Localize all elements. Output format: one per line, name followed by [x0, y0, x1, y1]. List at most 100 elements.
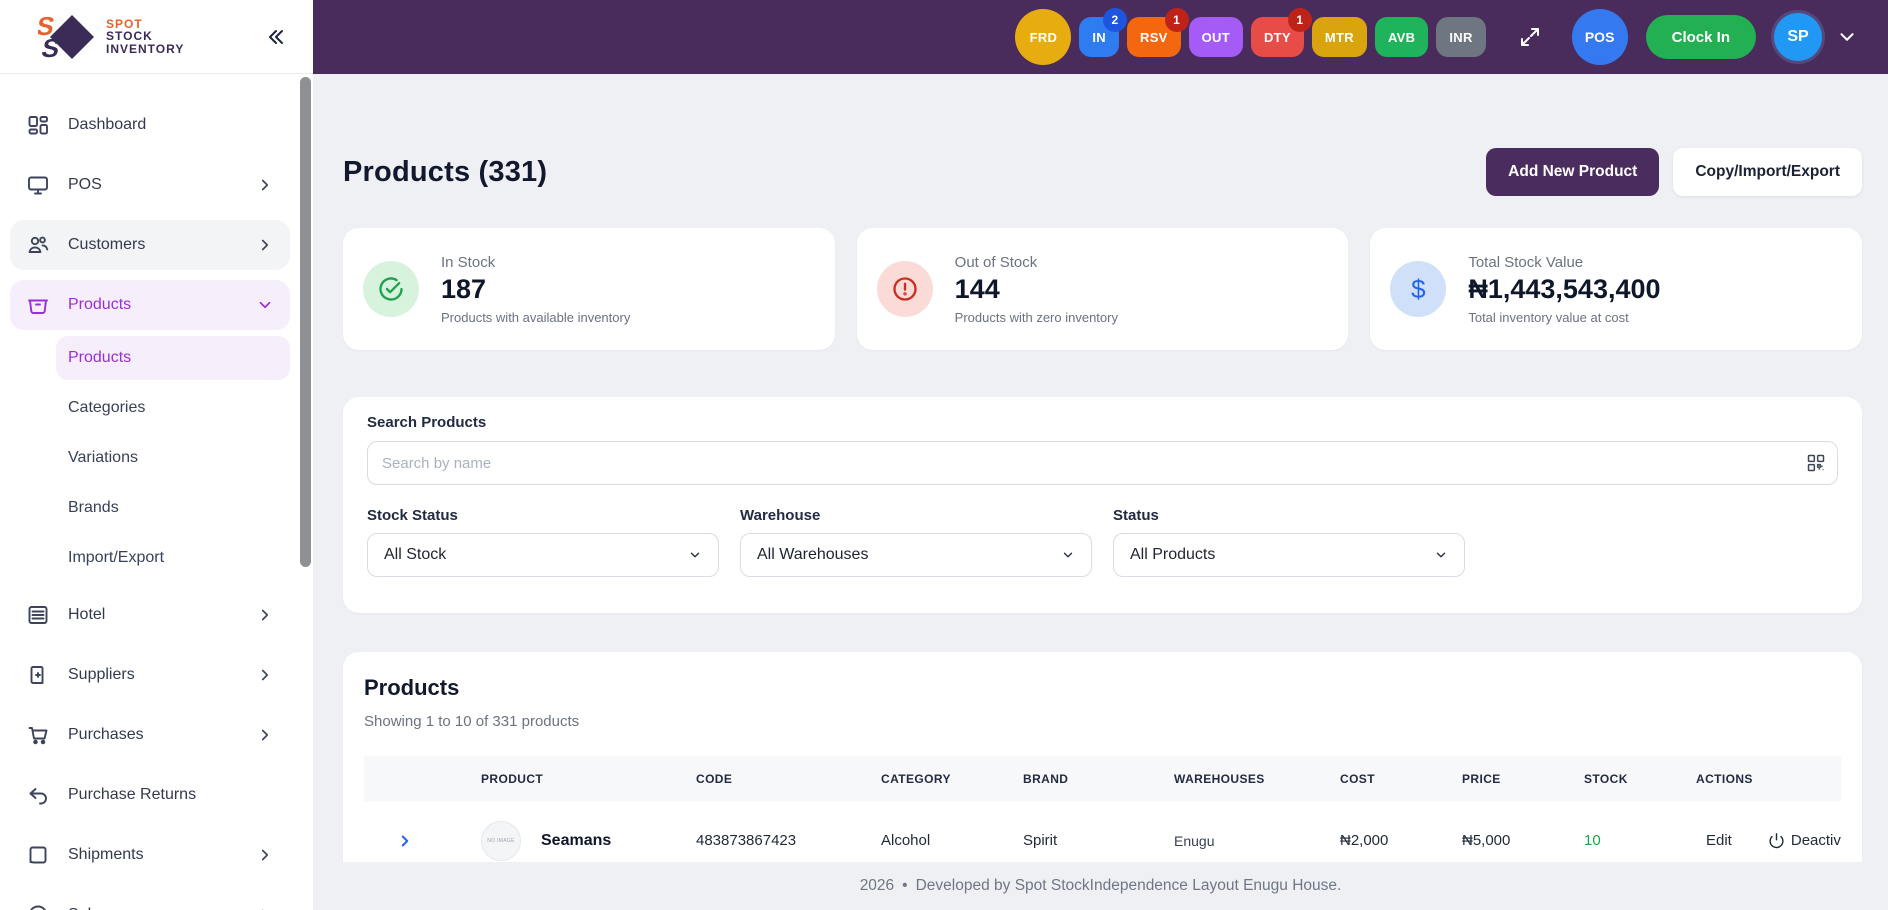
product-cost: ₦2,000: [1340, 832, 1389, 849]
submenu-item-products[interactable]: Products: [56, 336, 290, 380]
column-header-code: CODE: [696, 771, 733, 786]
search-input[interactable]: [367, 441, 1838, 485]
edit-action[interactable]: Edit: [1706, 832, 1732, 849]
sidebar-item-purchase-returns[interactable]: Purchase Returns: [10, 770, 290, 820]
stat-value: 187: [441, 273, 487, 304]
product-code: 483873867423: [696, 832, 797, 849]
warehouse-select[interactable]: All Warehouses: [740, 533, 1092, 577]
sidebar-collapse-icon[interactable]: [263, 25, 287, 49]
status-badge-mtr[interactable]: MTR: [1311, 17, 1367, 57]
search-section-label: Search Products: [367, 414, 487, 431]
sidebar-item-label: Purchase Returns: [68, 786, 197, 803]
filters-row: Stock Status All Stock Warehouse All War…: [367, 507, 1838, 577]
sidebar-item-label: Dashboard: [68, 116, 147, 133]
pos-button-label: POS: [1584, 29, 1615, 45]
sidebar-item-customers[interactable]: Customers: [10, 220, 290, 270]
select-value: All Products: [1130, 546, 1216, 563]
deactivate-action[interactable]: Deactivate: [1768, 832, 1841, 849]
stat-body: In Stock 187 Products with available inv…: [441, 254, 630, 325]
product-brand: Spirit: [1023, 832, 1058, 849]
add-new-product-button[interactable]: Add New Product: [1486, 148, 1660, 196]
filter-warehouse: Warehouse All Warehouses: [740, 507, 1092, 577]
clock-in-button[interactable]: Clock In: [1645, 15, 1756, 59]
stat-label: Out of Stock: [954, 253, 1038, 271]
sidebar-item-label: Products: [68, 296, 132, 313]
purchases-cart-icon: [28, 727, 48, 745]
column-header-category: CATEGORY: [881, 771, 951, 786]
column-header-brand: BRAND: [1023, 771, 1069, 786]
sidebar-item-products[interactable]: Products: [10, 280, 290, 330]
sidebar-item-dashboard[interactable]: Dashboard: [10, 100, 290, 150]
product-cell: NO IMAGE Seamans: [481, 820, 696, 861]
product-name: Seamans: [541, 831, 612, 849]
status-badge-rsv-count: 1: [1164, 8, 1189, 32]
footer-year: 2026: [859, 877, 895, 894]
main-content: Products (331) Add New Product Copy/Impo…: [313, 0, 1888, 879]
filter-label: Warehouse: [740, 507, 821, 524]
sidebar-item-suppliers[interactable]: Suppliers: [10, 650, 290, 700]
submenu-item-categories[interactable]: Categories: [56, 386, 290, 430]
submenu-item-brands[interactable]: Brands: [56, 486, 290, 530]
submenu-item-label: Variations: [68, 449, 138, 466]
sidebar-logo-area: S S SPOT STOCK INVENTORY: [0, 0, 313, 74]
sidebar-item-purchases[interactable]: Purchases: [10, 710, 290, 760]
deactivate-label: Deactivate: [1790, 832, 1841, 849]
stat-body: Total Stock Value ₦1,443,543,400 Total i…: [1468, 254, 1660, 325]
alert-circle-icon: [876, 261, 933, 317]
sidebar-item-label: Shipments: [68, 846, 144, 863]
fullscreen-icon[interactable]: [1518, 25, 1542, 49]
pos-monitor-icon: [28, 176, 48, 195]
footer-separator: •: [902, 877, 908, 894]
footer-text: Developed by Spot StockIndependence Layo…: [915, 877, 1342, 894]
column-header-actions: ACTIONS: [1696, 771, 1753, 786]
pos-button[interactable]: POS: [1571, 9, 1628, 65]
filter-stock-status: Stock Status All Stock: [367, 507, 719, 577]
user-initials: SP: [1787, 28, 1809, 45]
chevron-right-icon: [256, 666, 274, 684]
chevron-down-icon: [1434, 548, 1448, 562]
sidebar-item-shipments[interactable]: Shipments: [10, 830, 290, 880]
status-badge-inr[interactable]: INR: [1436, 17, 1486, 57]
chevron-right-icon: [256, 846, 274, 864]
page-title: Products (331): [343, 155, 548, 188]
chevron-down-icon: [256, 296, 274, 314]
copy-import-export-button[interactable]: Copy/Import/Export: [1673, 148, 1862, 196]
barcode-scanner-icon[interactable]: [1806, 453, 1826, 473]
product-category: Alcohol: [881, 832, 931, 849]
sidebar-item-hotel[interactable]: Hotel: [10, 590, 290, 640]
table-title: Products: [364, 675, 460, 700]
user-menu-chevron-icon[interactable]: [1836, 26, 1858, 48]
chevron-down-icon: [688, 548, 702, 562]
brand-word-stock: STOCK: [106, 29, 153, 44]
sidebar-scrollbar-thumb[interactable]: [300, 77, 311, 567]
submenu-item-variations[interactable]: Variations: [56, 436, 290, 480]
status-badge-dty[interactable]: DTY 1: [1250, 8, 1312, 57]
suppliers-icon: [30, 666, 44, 684]
check-circle-icon: [363, 261, 419, 317]
sidebar-item-pos[interactable]: POS: [10, 160, 290, 210]
user-avatar[interactable]: SP: [1774, 13, 1822, 61]
submenu-item-import-export[interactable]: Import/Export: [56, 536, 290, 580]
submenu-item-label: Brands: [68, 499, 119, 516]
status-badge-avb[interactable]: AVB: [1374, 17, 1429, 57]
select-value: All Warehouses: [757, 546, 869, 563]
status-badge-frd[interactable]: FRD: [1015, 9, 1072, 65]
filter-status: Status All Products: [1113, 507, 1465, 577]
status-badge-in[interactable]: IN 2: [1079, 8, 1127, 57]
column-header-stock: STOCK: [1584, 771, 1628, 786]
sidebar-item-label: Suppliers: [68, 666, 135, 683]
status-badge-rsv[interactable]: RSV 1: [1127, 8, 1189, 57]
products-box-icon: [28, 299, 48, 314]
row-expand-chevron-icon[interactable]: [364, 832, 481, 850]
sidebar-item-sales[interactable]: Sales: [10, 890, 290, 910]
customers-icon: [28, 236, 49, 253]
products-table-card: Products Showing 1 to 10 of 331 products…: [343, 652, 1862, 879]
stat-label: In Stock: [441, 253, 496, 271]
chevron-right-icon: [256, 606, 274, 624]
select-value: All Stock: [384, 546, 447, 563]
table-row: NO IMAGE Seamans 483873867423 Alcohol Sp…: [364, 801, 1841, 879]
status-badge-out-label: OUT: [1201, 29, 1230, 45]
stock-status-select[interactable]: All Stock: [367, 533, 719, 577]
status-badge-out[interactable]: OUT: [1188, 17, 1243, 57]
status-select[interactable]: All Products: [1113, 533, 1465, 577]
